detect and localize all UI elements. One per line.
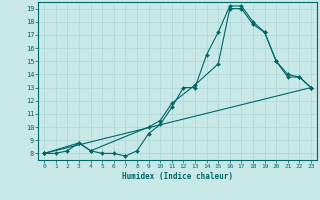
X-axis label: Humidex (Indice chaleur): Humidex (Indice chaleur) <box>122 172 233 181</box>
